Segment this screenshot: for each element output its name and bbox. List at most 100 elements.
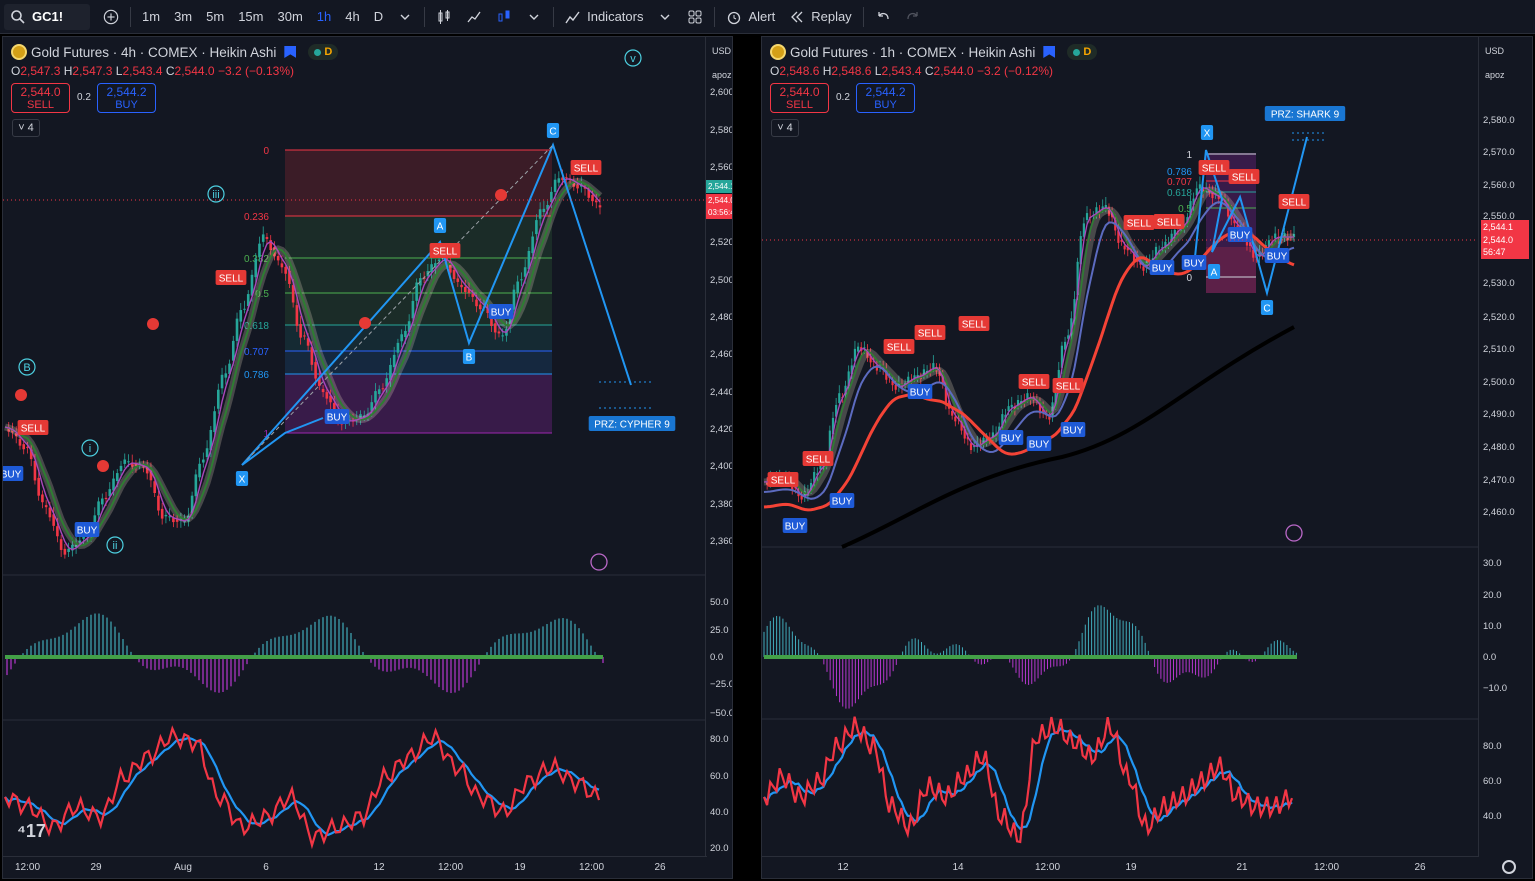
left-currency[interactable]: USD [712,46,732,56]
candle-body [572,181,576,187]
sell-signal: SELL [918,329,943,340]
candle-body [400,334,403,342]
candle-body [1060,345,1064,368]
undo-button[interactable] [868,4,898,30]
redo-button[interactable] [898,4,928,30]
buy-signal-bg [907,384,933,399]
exit-marker [495,189,507,201]
exit-marker [15,389,27,401]
right-currency[interactable]: USD [1485,46,1505,56]
candle-body [239,310,243,322]
candle-body [853,348,857,362]
buy-signal-bg [1149,260,1175,275]
left-legend-title: Gold Futures · 4h · COMEX · Heikin Ashi … [11,44,339,60]
candle-body [1073,299,1076,322]
interval-1h[interactable]: 1h [316,9,332,24]
settings-gear-icon[interactable] [1502,860,1516,874]
left-scale-mode[interactable]: apoz [712,70,732,80]
right-price-tick: 2,460.0 [1483,507,1515,518]
symbol-search[interactable]: GC1! [4,3,90,30]
fib-level-label: 0.707 [244,347,269,358]
candle-body [392,354,396,368]
candle-body [1274,233,1277,239]
flag-icon[interactable] [1043,46,1056,58]
interval-4h[interactable]: 4h [345,9,360,24]
interval-3m[interactable]: 3m [174,9,193,24]
toolbar-divider [424,6,426,27]
compare-button[interactable] [96,4,126,30]
alert-button[interactable]: Alert [719,4,782,30]
candle-body [1217,196,1220,199]
candle-body [153,481,156,493]
left-buy-button[interactable]: 2,544.2 BUY [97,83,156,113]
line-style-button[interactable] [459,4,489,30]
right-sell-button[interactable]: 2,544.0 SELL [770,83,829,113]
candle-body [310,347,314,365]
candle-body [333,403,336,410]
indicators-dropdown[interactable] [650,4,680,30]
sell-signal: SELL [1022,378,1047,389]
interval-d[interactable]: D [373,9,384,24]
pattern-point-x-bg [1200,125,1214,140]
interval-15m[interactable]: 15m [238,9,264,24]
candle-body [258,243,261,257]
sell-signal-bg [1153,214,1185,229]
candle-body [250,274,254,296]
candle-body [142,466,145,468]
replay-button[interactable]: Replay [782,4,858,30]
right-indicators-collapse[interactable]: ˅ 4 [771,119,799,137]
candle-body [932,363,935,369]
candle-body [112,478,115,491]
interval-dropdown[interactable] [390,4,420,30]
indicators-button[interactable]: Indicators [558,4,650,30]
heikin-ashi-button[interactable] [489,4,519,30]
right-buy-button[interactable]: 2,544.2 BUY [856,83,915,113]
candle-body [844,385,847,395]
heikin-ashi-icon [498,10,510,21]
left-indicators-collapse[interactable]: ˅ 4 [12,119,40,137]
flag-icon[interactable] [284,46,297,58]
interval-5m[interactable]: 5m [206,9,225,24]
tradingview-logo[interactable]: ⁴17 [17,821,46,841]
left-spread: 0.2 [77,92,91,103]
candle-body [321,388,325,393]
candle-body [553,179,557,192]
right-chart-pane[interactable]: 1 0.786 0.707 0.618 0.5 0 X A C PRZ: SHARK 9 BUY BU… [761,36,1533,879]
right-open: 2,548.6 [779,64,820,78]
left-price-axis[interactable]: USD apoz 2,600.02,580.02,560.02,540.02,5… [705,37,732,878]
candle-body [897,382,900,387]
right-buy-label: BUY [874,99,897,111]
candle-body [1120,239,1123,242]
sell-signal: SELL [1127,219,1152,230]
bars-style-button[interactable] [429,4,459,30]
left-osc-tick: −50.0 [710,708,733,719]
interval-1m[interactable]: 1m [142,9,161,24]
indicators-label: Indicators [587,9,644,24]
right-scale-mode[interactable]: apoz [1485,70,1505,80]
candle-body [973,446,976,448]
candle-body [449,261,452,273]
candle-body [22,444,26,450]
right-last-price-tag: 56:47 [1481,245,1529,259]
right-osc-tick: 0.0 [1483,652,1497,663]
candle-body [1173,229,1176,236]
line-chart-icon [467,11,481,22]
left-sell-button[interactable]: 2,544.0 SELL [11,83,70,113]
candle-body [456,278,460,282]
candle-body [856,346,860,352]
candle-body [404,330,407,337]
candle-body [1076,261,1079,296]
candle-body [538,209,542,219]
right-price-axis[interactable]: USD apoz 2,580.0 2,570.0 2,560.0 2,550.0 2,5… [1478,37,1532,878]
templates-button[interactable] [680,4,710,30]
left-delay-badge: D [308,44,339,60]
candle-body [56,526,59,537]
chart-type-dropdown[interactable] [519,4,549,30]
redo-icon [907,11,918,19]
right-time-axis[interactable]: 12 14 12:00 19 21 12:00 26 [762,856,1479,878]
left-time-axis[interactable]: 12:00 29 Aug 6 12 12:00 19 12:00 26 [3,856,707,878]
interval-30m[interactable]: 30m [277,9,303,24]
